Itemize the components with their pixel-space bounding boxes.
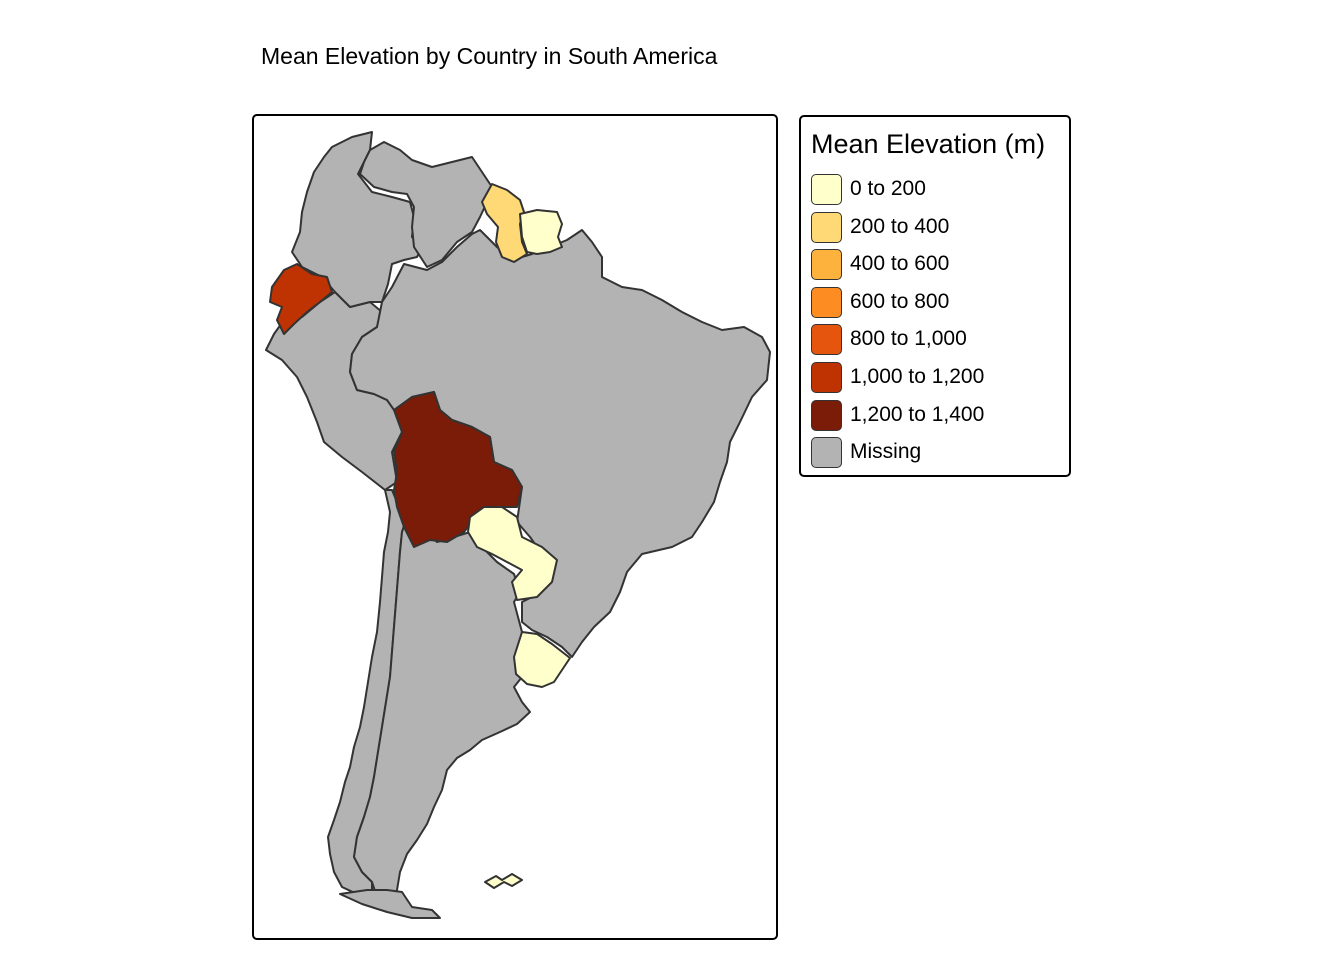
region-argentina-tierra bbox=[339, 889, 441, 919]
region-colombia bbox=[291, 131, 423, 308]
legend-label: Missing bbox=[850, 440, 922, 463]
legend-swatch bbox=[811, 323, 842, 355]
legend-label: 200 to 400 bbox=[850, 215, 950, 238]
region-guyana bbox=[481, 183, 528, 263]
legend-label: 1,000 to 1,200 bbox=[850, 365, 985, 388]
legend-title: Mean Elevation (m) bbox=[811, 129, 1046, 159]
region-suriname bbox=[519, 209, 563, 255]
map-panel bbox=[252, 114, 778, 940]
region-paraguay bbox=[467, 506, 558, 601]
map-title: Mean Elevation by Country in South Ameri… bbox=[261, 43, 718, 69]
legend-label: 600 to 800 bbox=[850, 290, 950, 313]
map-canvas bbox=[265, 131, 771, 919]
legend-label: 0 to 200 bbox=[850, 177, 926, 200]
region-falkland-islands bbox=[484, 873, 523, 889]
region-ecuador bbox=[269, 263, 333, 335]
legend-item: 1,200 to 1,400 bbox=[811, 399, 984, 431]
legend-item: 400 to 600 bbox=[811, 248, 949, 280]
region-venezuela bbox=[359, 141, 493, 268]
legend-item: 600 to 800 bbox=[811, 286, 949, 318]
legend-label: 800 to 1,000 bbox=[850, 327, 967, 350]
legend-swatch bbox=[811, 286, 842, 318]
legend-swatch bbox=[811, 173, 842, 205]
legend-label: 1,200 to 1,400 bbox=[850, 403, 985, 426]
legend-swatch bbox=[811, 248, 842, 280]
legend-label: 400 to 600 bbox=[850, 252, 950, 275]
legend-item: 200 to 400 bbox=[811, 211, 949, 243]
legend-swatch bbox=[811, 361, 842, 393]
legend-swatch bbox=[811, 436, 842, 468]
region-uruguay bbox=[513, 631, 571, 688]
legend-item: 0 to 200 bbox=[811, 173, 926, 205]
legend-item: 1,000 to 1,200 bbox=[811, 361, 984, 393]
legend-item: Missing bbox=[811, 436, 921, 468]
map-legend: Mean Elevation (m) 0 to 200 200 to 400 4… bbox=[799, 115, 1071, 477]
legend-swatch bbox=[811, 211, 842, 243]
legend-swatch bbox=[811, 399, 842, 431]
legend-item: 800 to 1,000 bbox=[811, 323, 967, 355]
